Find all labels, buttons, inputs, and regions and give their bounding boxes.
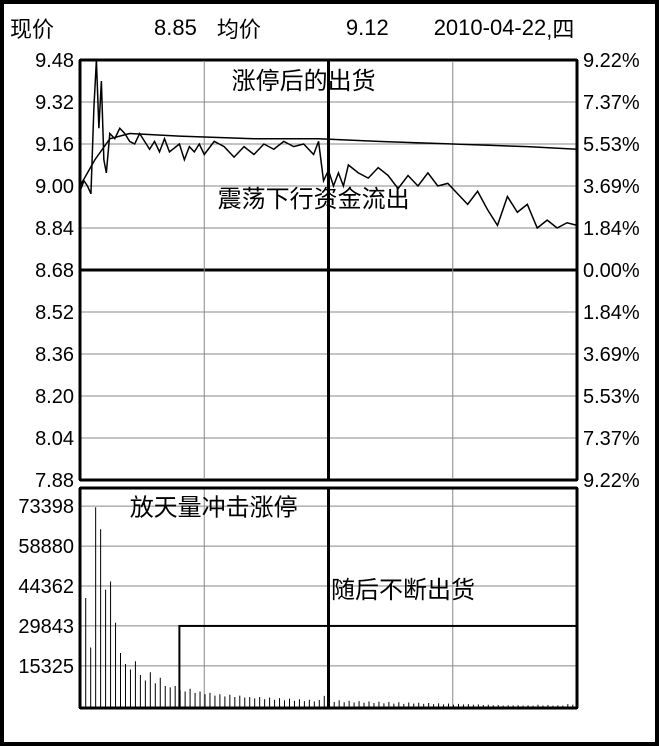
svg-text:9.32: 9.32 [35,92,74,114]
svg-text:8.52: 8.52 [35,302,74,324]
svg-text:9.48: 9.48 [35,52,74,72]
svg-text:3.69%: 3.69% [583,344,640,366]
weekday-label: ,四 [546,12,574,44]
svg-text:73398: 73398 [18,496,74,518]
stock-intraday-container: 现价 8.85 均价 9.12 2010-04-22 ,四 9.489.22%9… [0,0,659,746]
svg-text:放天量冲击涨停: 放天量冲击涨停 [130,495,298,522]
svg-text:震荡下行资金流出: 震荡下行资金流出 [218,186,410,213]
header-bar: 现价 8.85 均价 9.12 2010-04-22 ,四 [4,4,655,52]
avg-price-label: 均价 [217,12,261,44]
svg-text:1.84%: 1.84% [583,218,640,240]
chart-area: 9.48 9.22% 9.32 7.37% 9.16 5.53% 9.00 3.69% 8.84… [10,52,649,736]
avg-price-value: 9.12 [346,15,389,41]
svg-text:8.36: 8.36 [35,344,74,366]
svg-text:9.00: 9.00 [35,176,74,198]
svg-text:7.88: 7.88 [35,470,74,492]
svg-text:44362: 44362 [18,576,74,598]
svg-text:8.20: 8.20 [35,386,74,408]
svg-text:1.84%: 1.84% [583,302,640,324]
svg-text:58880: 58880 [18,536,74,558]
svg-text:随后不断出货: 随后不断出货 [331,577,475,604]
svg-text:5.53%: 5.53% [583,134,640,156]
svg-text:9.22%: 9.22% [583,470,640,492]
svg-text:8.68: 8.68 [35,260,74,282]
svg-text:5.53%: 5.53% [583,386,640,408]
svg-text:29843: 29843 [18,616,74,638]
svg-text:9.16: 9.16 [35,134,74,156]
svg-text:8.04: 8.04 [35,428,74,450]
date-label: 2010-04-22 [434,15,547,41]
svg-text:15325: 15325 [18,656,74,678]
svg-text:7.37%: 7.37% [583,428,640,450]
svg-text:0.00%: 0.00% [583,260,640,282]
current-price-value: 8.85 [154,15,197,41]
current-price-label: 现价 [10,12,54,44]
svg-text:8.84: 8.84 [35,218,74,240]
intraday-chart-svg: 9.48 9.22% 9.32 7.37% 9.16 5.53% 9.00 3.69% 8.84… [10,52,653,742]
svg-text:7.37%: 7.37% [583,92,640,114]
svg-text:3.69%: 3.69% [583,176,640,198]
svg-text:9.22%: 9.22% [583,52,640,72]
svg-text:涨停后的出货: 涨停后的出货 [232,68,376,95]
